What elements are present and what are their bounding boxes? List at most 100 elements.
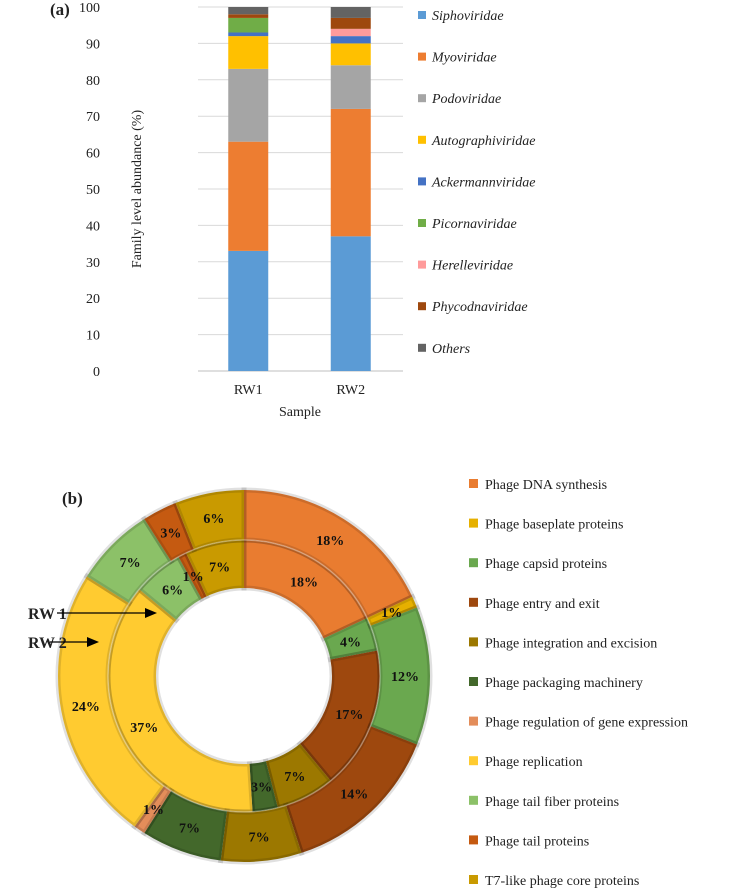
legend-marker [469,716,478,726]
bar-segment-rw2-myoviridae [330,108,371,237]
legend-marker [469,479,478,488]
legend-label: Phage integration and excision [485,636,657,651]
donut-slice-outer [367,604,433,748]
y-tick-label: 30 [86,256,100,271]
legend-marker [469,756,478,766]
donut-legend: Phage DNA synthesis Phage baseplate prote… [469,478,688,889]
donut-data-label: 37% [130,721,158,736]
bar-segment-rw1-podoviridae [228,68,269,142]
bar-segment-rw2-herelleviridae [330,28,371,37]
donut-data-label: 1% [143,803,164,818]
donut-data-label: 6% [203,512,224,527]
donut-data-label: 14% [340,787,368,802]
legend-label: Picornaviridae [431,217,517,232]
donut-slice-outer [241,487,416,622]
legend-marker [469,677,478,686]
bars [228,7,371,371]
y-tick-label: 20 [86,292,100,307]
donut-data-label: 4% [340,635,361,650]
legend-label: Phage tail fiber proteins [485,795,619,810]
y-tick-labels: 0 10 20 30 40 50 60 70 80 90 100 [79,1,100,380]
bar-segment-rw2-podoviridae [330,65,371,109]
donut-slice-inner [241,537,371,642]
legend-label: Others [432,342,471,357]
legend-label: Podoviridae [431,92,501,107]
legend-label: Herelleviridae [431,259,513,274]
donut-data-label: 7% [284,770,305,785]
y-tick-label: 40 [86,219,100,234]
donut-slice-outer [217,802,305,865]
legend-marker [418,302,426,311]
donut-data-label: 7% [120,556,141,571]
legend-marker [418,260,426,269]
legend-label: Myoviridae [431,51,497,66]
x-tick-labels: RW1 RW2 [234,383,365,398]
donut-slice-inner [246,758,281,815]
legend-label: Phage entry and exit [485,597,600,612]
legend-marker [469,795,478,805]
y-tick-label: 0 [93,365,100,380]
y-axis-title: Family level abundance (%) [130,110,145,269]
donut-slices [55,487,433,865]
bar-segment-rw1-autographiviridae [228,36,269,69]
donut-data-label: 18% [316,534,344,549]
ring-arrow-rw1 [57,608,157,618]
bar-segment-rw2-siphoviridae [330,236,371,371]
legend-label: Ackermannviridae [431,175,535,190]
legend-label: Phage tail proteins [485,834,589,849]
legend-label: Phage capsid proteins [485,557,607,572]
donut-data-label: 7% [249,830,270,845]
y-tick-label: 90 [86,37,100,52]
y-tick-label: 60 [86,147,100,162]
bar-legend: Siphoviridae Myoviridae Podoviridae Autogra… [418,9,535,357]
bar-segment-rw2-autographiviridae [330,43,371,66]
donut-data-label: 17% [335,708,363,723]
bar-segment-rw1-ackermannviridae [228,32,269,37]
y-tick-label: 70 [86,110,100,125]
legend-marker [418,94,426,103]
legend-label: Siphoviridae [432,9,504,24]
legend-label: Phage baseplate proteins [485,518,623,533]
bar-segment-rw1-others [228,7,269,15]
legend-marker [418,52,426,61]
donut-data-label: 3% [160,527,181,542]
legend-marker [418,135,426,144]
bar-segment-rw1-picornaviridae [228,17,269,33]
donut-data-label: 18% [290,575,318,590]
legend-label: Phage DNA synthesis [485,478,607,493]
x-axis-title: Sample [279,405,321,420]
donut-data-label: 3% [251,781,272,796]
y-tick-label: 50 [86,183,100,198]
bar-segment-rw1-myoviridae [228,141,269,251]
legend-marker [418,11,426,19]
bar-segment-rw1-phycodnaviridae [228,14,269,18]
legend-label: Phage packaging machinery [485,676,643,691]
legend-marker [469,518,478,528]
legend-marker [418,219,426,227]
legend-marker [469,835,478,845]
bar-segment-rw2-ackermannviridae [330,36,371,44]
bar-chart-panel-a: (a) 0 10 20 30 40 50 60 70 80 90 100 RW1 RW2 Sample… [50,0,535,420]
x-tick-label: RW2 [336,383,365,398]
donut-slice-inner [320,614,381,663]
ring-divider [107,539,381,813]
bar-segment-rw2-phycodnaviridae [330,17,371,29]
donut-data-label: 1% [381,606,402,621]
donut-slice-outer [140,787,230,864]
donut-data-label: 1% [183,570,204,585]
donut-data-label: 7% [209,561,230,576]
legend-marker [418,343,426,352]
legend-marker [418,177,426,186]
x-tick-label: RW1 [234,383,263,398]
legend-label: T7-like phage core proteins [485,874,639,889]
donut-data-label: 24% [72,700,100,715]
panel-label-a: (a) [50,0,70,19]
donut-data-label: 6% [162,584,183,599]
panel-label-b: (b) [62,489,83,508]
donut-slice-outer [172,487,247,553]
donut-slice-outer [55,572,168,830]
legend-marker [469,558,478,568]
legend-label: Autographiviridae [431,134,535,149]
legend-label: Phage regulation of gene expression [485,716,688,731]
